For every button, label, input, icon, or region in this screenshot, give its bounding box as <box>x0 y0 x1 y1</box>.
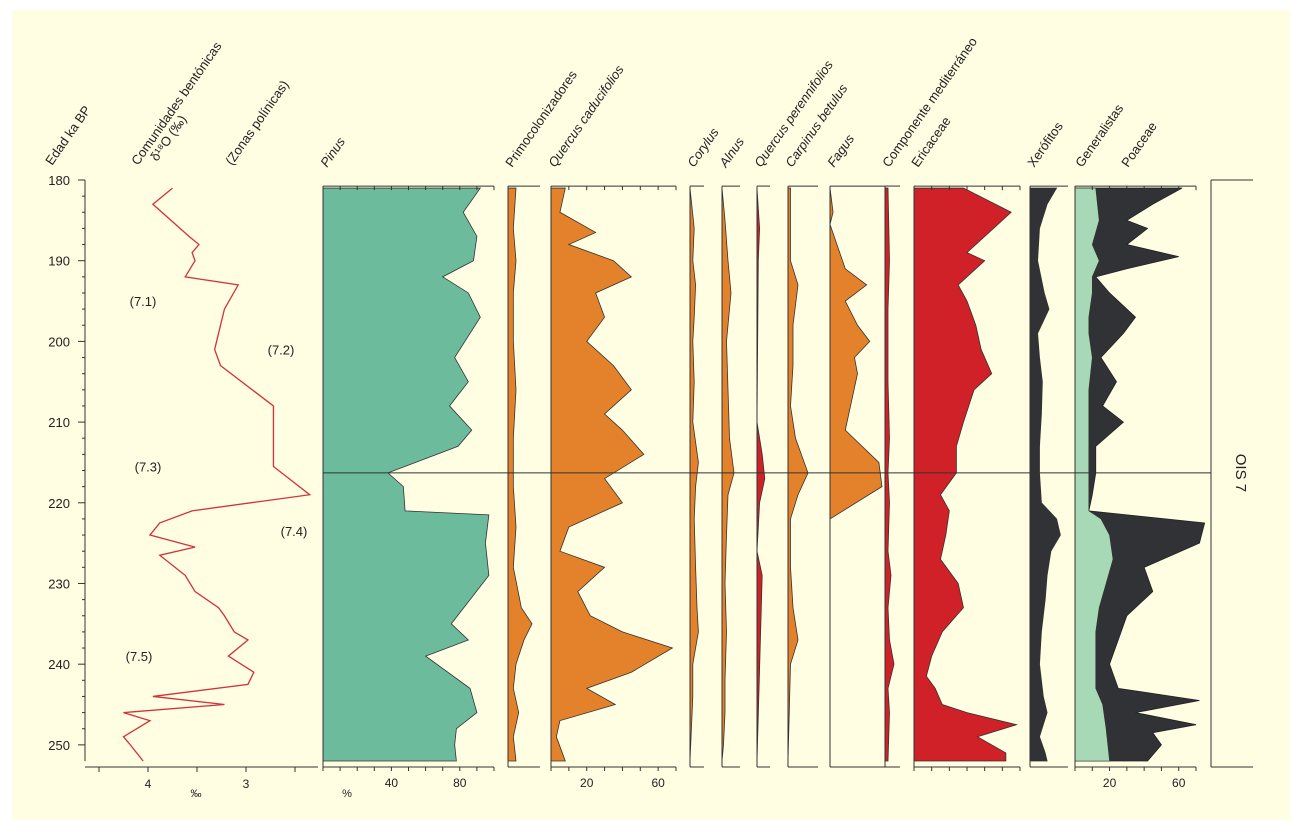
age-tick-label: 240 <box>48 657 70 672</box>
pinus-area <box>322 187 490 762</box>
age-tick-label: 190 <box>48 254 70 269</box>
zone-label: (7.1) <box>130 294 157 309</box>
age-tick-label: 210 <box>48 415 70 430</box>
primocolonizadores-area <box>507 187 533 762</box>
delta-tick-label: 4 <box>145 777 152 791</box>
age-tick-label: 200 <box>48 334 70 349</box>
delta18o-line <box>122 187 312 762</box>
zone-label: (7.4) <box>281 524 308 539</box>
zone-label: (7.3) <box>135 459 162 474</box>
delta-tick-label: 3 <box>243 777 250 791</box>
percent-unit: % <box>342 788 352 800</box>
quercus-caducifolios-tick-label: 60 <box>651 776 665 790</box>
quercus-caducifolios-area <box>550 187 674 762</box>
quercus-caducifolios-tick-label: 20 <box>580 776 594 790</box>
alnus-area <box>721 188 735 762</box>
age-tick-label: 180 <box>48 173 70 188</box>
ericaceae-area <box>913 187 1018 762</box>
pinus-tick-label: 80 <box>453 776 467 790</box>
fagus-area <box>829 188 883 520</box>
xer-fitos-area <box>1029 187 1061 762</box>
zone-label: (7.2) <box>268 342 295 357</box>
zone-label: (7.5) <box>126 649 153 664</box>
age-tick-label: 220 <box>48 496 70 511</box>
poaceae-area <box>1074 187 1206 762</box>
age-tick-label: 230 <box>48 576 70 591</box>
pinus-tick-label: 40 <box>385 776 399 790</box>
generalistas-poaceae-tick-label: 60 <box>1172 776 1186 790</box>
generalistas-area <box>1074 187 1114 762</box>
ois-label: OIS 7 <box>1232 454 1249 492</box>
generalistas-poaceae-tick-label: 20 <box>1103 776 1117 790</box>
age-tick-label: 250 <box>48 738 70 753</box>
permil-unit: ‰ <box>191 788 202 800</box>
componente-mediterr-neo-area <box>884 187 895 762</box>
corylus-area <box>689 188 699 762</box>
quercus-perennifolios-area <box>756 188 766 762</box>
